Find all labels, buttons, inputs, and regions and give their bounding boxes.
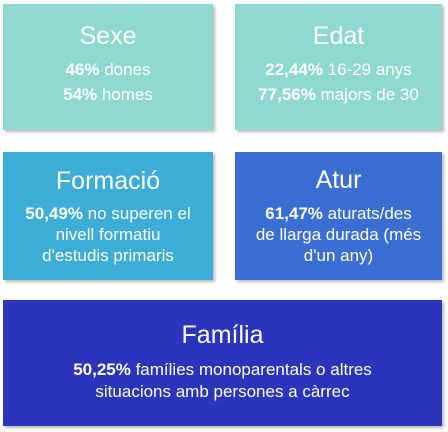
stat-label: aturats/des: [322, 204, 412, 223]
card-title: Sexe: [79, 22, 137, 50]
stat-label: homes: [97, 85, 153, 104]
card-title: Atur: [315, 166, 362, 194]
stat-label: majors de 30: [315, 85, 419, 104]
stat-value: 50,25%: [73, 360, 131, 379]
card-body: 61,47% aturats/des de llarga durada (més…: [235, 203, 442, 266]
stat-label: d'estudis primaris: [42, 246, 174, 265]
stat-label: 16-29 anys: [322, 60, 412, 79]
stat-label: de llarga durada (més: [255, 225, 422, 244]
card-title: Família: [181, 321, 264, 349]
stat-value: 46%: [65, 60, 100, 79]
card-atur: Atur 61,47% aturats/des de llarga durada…: [235, 152, 442, 280]
card-body: 22,44% 16-29 anys 77,56% majors de 30: [235, 57, 442, 107]
card-body: 50,49% no superen el nivell formatiu d'e…: [3, 203, 213, 266]
stat-label: d'un any): [303, 246, 374, 265]
card-body: 50,25% famílies monoparentals o altres s…: [3, 359, 442, 403]
stat-label: famílies monoparentals o altres: [130, 360, 372, 379]
card-edat: Edat 22,44% 16-29 anys 77,56% majors de …: [235, 4, 442, 130]
card-body: 46% dones 54% homes: [3, 57, 213, 107]
stat-value: 54%: [63, 85, 98, 104]
stat-label: nivell formatiu: [55, 225, 161, 244]
card-title: Formació: [55, 167, 161, 195]
card-sexe: Sexe 46% dones 54% homes: [3, 4, 213, 130]
stat-label: situacions amb persones a càrrec: [95, 382, 350, 401]
stat-label: dones: [99, 60, 151, 79]
stat-value: 22,44%: [265, 60, 323, 79]
card-title: Edat: [312, 22, 365, 50]
card-familia: Família 50,25% famílies monoparentals o …: [3, 300, 442, 426]
stat-value: 61,47%: [265, 204, 323, 223]
stat-value: 50,49%: [25, 204, 83, 223]
stat-label: no superen el: [82, 204, 191, 223]
card-formacio: Formació 50,49% no superen el nivell for…: [3, 152, 213, 280]
stat-value: 77,56%: [258, 85, 316, 104]
